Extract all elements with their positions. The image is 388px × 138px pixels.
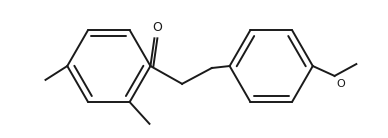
Text: O: O [152,21,162,34]
Text: O: O [336,79,345,89]
